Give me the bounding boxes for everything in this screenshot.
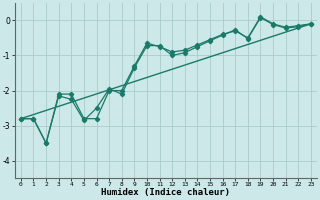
X-axis label: Humidex (Indice chaleur): Humidex (Indice chaleur) <box>101 188 230 197</box>
